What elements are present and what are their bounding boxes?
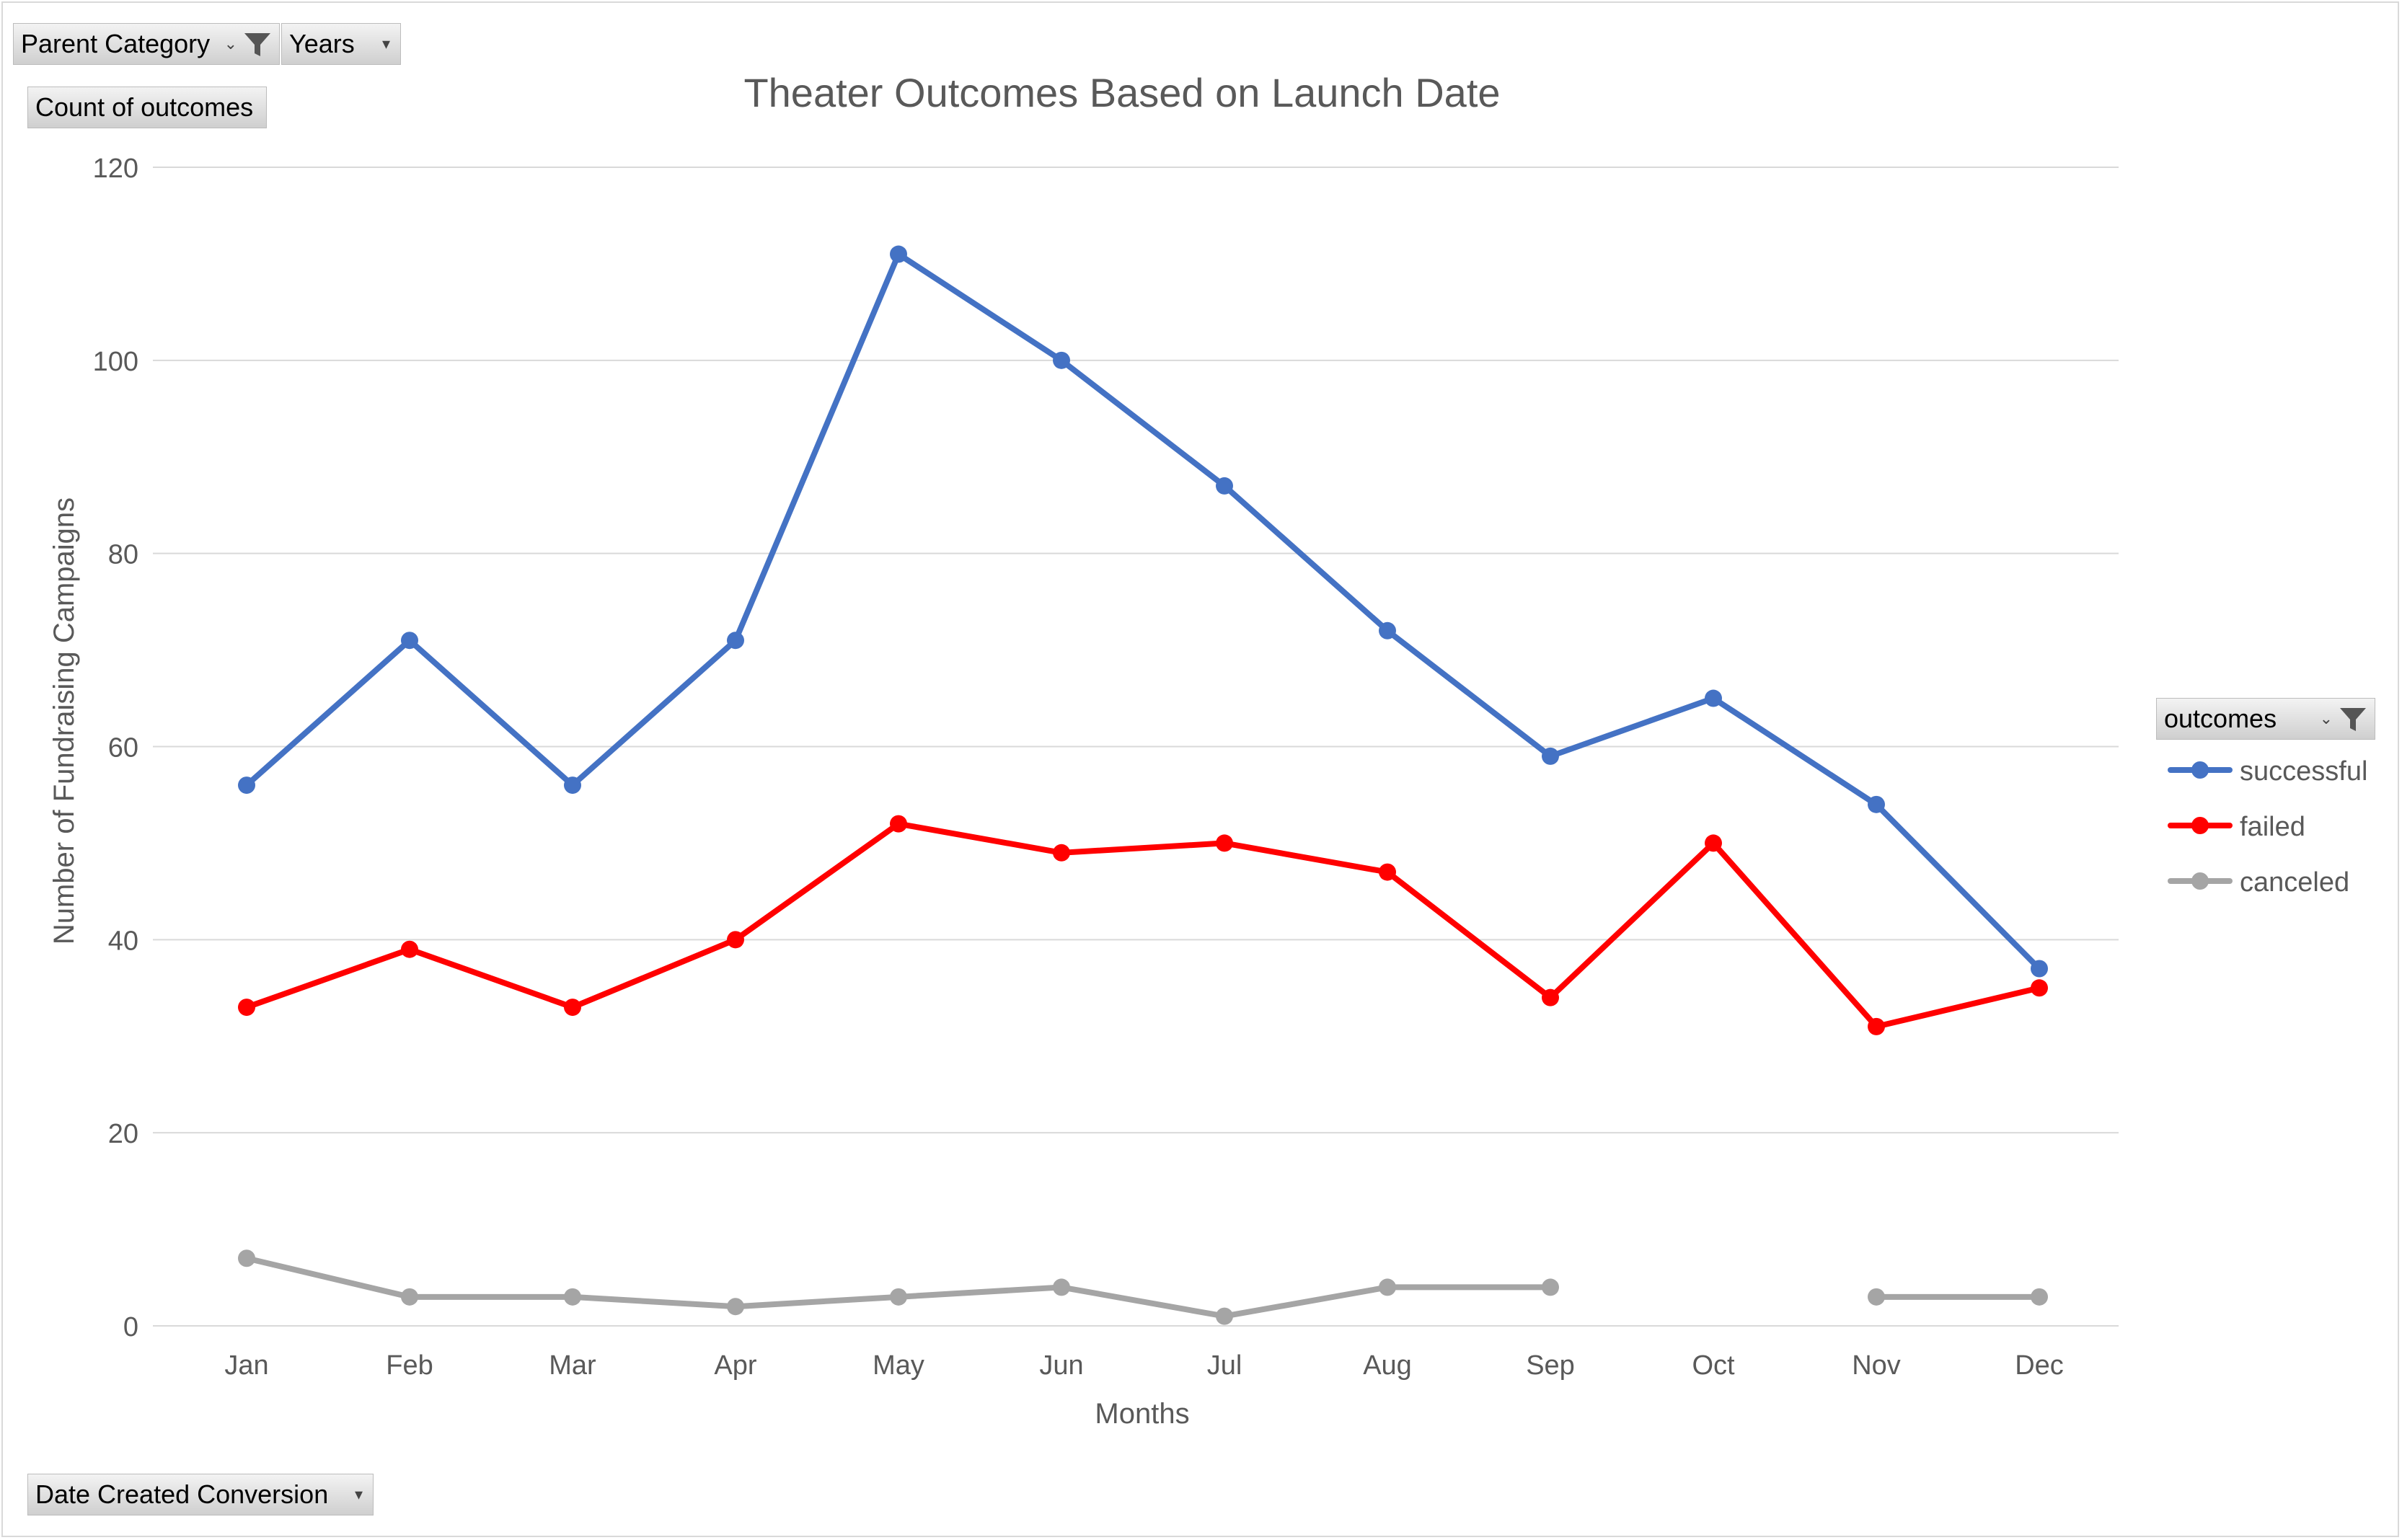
data-point-canceled (238, 1249, 255, 1267)
data-point-failed (1053, 844, 1070, 862)
data-point-failed (1216, 834, 1233, 852)
data-point-successful (1379, 621, 1396, 640)
data-point-successful (1542, 747, 1559, 765)
y-tick-label: 60 (108, 733, 138, 764)
legend-marker-canceled (2191, 872, 2209, 890)
axis-field-label: Date Created Conversion (35, 1479, 329, 1509)
chevron-down-icon: ⌄ (224, 35, 237, 53)
legend-entry-successful: successful (2240, 756, 2367, 787)
date-created-conversion-field-button[interactable]: Date Created Conversion ▾ (27, 1474, 374, 1515)
y-tick-label: 40 (108, 926, 138, 956)
series-line-failed (244, 820, 2042, 1030)
y-tick-label: 0 (123, 1312, 138, 1342)
legend-marker-successful (2191, 761, 2209, 779)
filter-funnel-icon (244, 33, 270, 56)
data-point-failed (401, 940, 418, 958)
legend-marker-failed (2191, 817, 2209, 834)
data-point-canceled (564, 1288, 581, 1306)
x-tick-label: Sep (1526, 1350, 1575, 1381)
data-point-failed (2031, 979, 2048, 997)
chevron-down-icon: ▾ (354, 1485, 363, 1503)
data-point-canceled (890, 1288, 907, 1306)
y-tick-label: 120 (93, 154, 138, 184)
x-tick-label: Jan (224, 1350, 268, 1381)
legend-entry-failed: failed (2240, 812, 2305, 842)
count-of-outcomes-field-button[interactable]: Count of outcomes (27, 87, 267, 128)
data-point-failed (1705, 834, 1722, 852)
outcomes-legend-field-button[interactable]: outcomes ⌄ (2156, 698, 2375, 740)
x-axis-label: Months (1095, 1398, 1189, 1430)
data-point-canceled (401, 1288, 418, 1306)
x-tick-label: Aug (1363, 1350, 1412, 1381)
legend: successful failed canceled (2168, 756, 2367, 898)
data-point-failed (238, 999, 255, 1017)
data-point-successful (1868, 795, 1885, 813)
x-axis-ticks: Jan Feb Mar Apr May Jun Jul Aug Sep Oct Nov Dec (224, 1350, 2063, 1381)
x-tick-label: Oct (1692, 1350, 1735, 1381)
data-point-failed (727, 931, 744, 949)
y-axis-label: Number of Fundraising Campaigns (48, 497, 80, 944)
data-point-canceled (1868, 1288, 1885, 1306)
data-point-successful (401, 632, 418, 650)
data-point-failed (1542, 988, 1559, 1006)
x-tick-label: Jun (1039, 1350, 1083, 1381)
data-point-failed (1379, 863, 1396, 881)
y-tick-label: 80 (108, 540, 138, 570)
legend-field-label: outcomes (2164, 704, 2277, 733)
years-label: Years (289, 29, 355, 58)
data-point-successful (238, 776, 255, 795)
data-point-canceled (1379, 1278, 1396, 1296)
data-point-successful (1053, 351, 1070, 369)
data-point-canceled (1053, 1278, 1070, 1296)
data-point-successful (1216, 477, 1233, 495)
y-tick-label: 100 (93, 347, 138, 377)
data-point-successful (2031, 960, 2048, 978)
data-point-failed (890, 815, 907, 833)
y-tick-label: 20 (108, 1119, 138, 1149)
x-tick-label: Apr (714, 1350, 756, 1381)
x-tick-label: Mar (549, 1350, 596, 1381)
series-points (238, 245, 2048, 1325)
data-point-successful (727, 632, 744, 650)
x-tick-label: Dec (2015, 1350, 2064, 1381)
data-point-canceled (1216, 1307, 1233, 1325)
parent-category-filter-button[interactable]: Parent Category ⌄ (13, 23, 280, 65)
y-axis-ticks: 0 20 40 60 80 100 120 (93, 154, 138, 1342)
data-point-canceled (1542, 1278, 1559, 1296)
gridlines (153, 167, 2119, 1327)
series-lines (244, 251, 2042, 1319)
data-point-failed (1868, 1017, 1885, 1035)
data-point-canceled (2031, 1288, 2048, 1306)
data-point-successful (1705, 689, 1722, 707)
values-field-label: Count of outcomes (35, 92, 254, 122)
filter-funnel-icon (2340, 708, 2366, 731)
chart-title: Theater Outcomes Based on Launch Date (743, 70, 1500, 115)
chevron-down-icon: ⌄ (2319, 709, 2333, 727)
series-line-canceled (244, 1255, 1553, 1319)
x-tick-label: Jul (1207, 1350, 1242, 1381)
years-filter-button[interactable]: Years ▾ (281, 23, 401, 65)
data-point-failed (564, 999, 581, 1017)
parent-category-label: Parent Category (21, 29, 211, 58)
data-point-canceled (727, 1298, 744, 1316)
chevron-down-icon: ▾ (381, 35, 390, 53)
x-tick-label: Nov (1852, 1350, 1901, 1381)
x-tick-label: Feb (386, 1350, 433, 1381)
data-point-successful (564, 776, 581, 795)
series-line-successful (244, 251, 2042, 972)
data-point-successful (890, 245, 907, 263)
legend-entry-canceled: canceled (2240, 867, 2349, 898)
x-tick-label: May (873, 1350, 924, 1381)
